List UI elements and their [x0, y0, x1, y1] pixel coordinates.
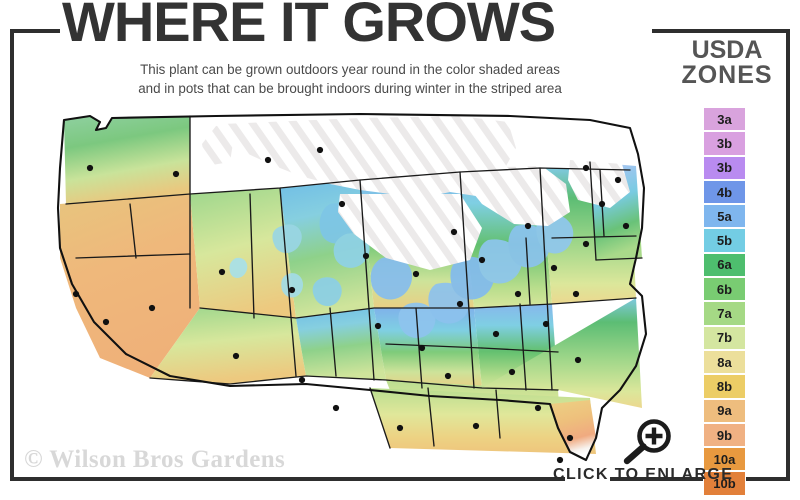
legend-swatch-10b-15[interactable]: 10b: [703, 471, 746, 496]
legend-heading-line-1: USDA: [691, 36, 763, 64]
map-striped-region: [202, 116, 630, 270]
legend-heading: USDA ZONES: [668, 38, 786, 87]
page-title: WHERE IT GROWS: [62, 0, 556, 53]
legend-swatch-5b-5[interactable]: 5b: [703, 228, 746, 253]
legend-swatch-10a-14[interactable]: 10a: [703, 447, 746, 472]
legend-swatch-9b-13[interactable]: 9b: [703, 422, 746, 448]
frame-left-segment: [10, 29, 14, 481]
watermark: © Wilson Bros Gardens: [24, 446, 286, 473]
frame-top-left-segment: [10, 29, 60, 33]
legend-swatch-3a-0[interactable]: 3a: [703, 107, 746, 132]
frame-right-segment: [786, 29, 790, 481]
usda-hardiness-map: [30, 108, 660, 468]
legend-swatch-4b-3[interactable]: 4b: [703, 179, 746, 205]
frame-bottom-segment: [10, 477, 565, 481]
legend-swatch-7a-8[interactable]: 7a: [703, 301, 746, 326]
frame-top-right-segment: [652, 29, 790, 33]
subtitle-line-2: and in pots that can be brought indoors …: [138, 81, 562, 97]
legend-swatch-7b-9[interactable]: 7b: [703, 325, 746, 350]
subtitle: This plant can be grown outdoors year ro…: [55, 60, 645, 99]
legend-swatch-5a-4[interactable]: 5a: [703, 204, 746, 229]
legend-heading-line-2: ZONES: [681, 60, 773, 89]
usda-zone-legend: 3a 3b 3b 4b 5a 5b 6a 6b 7a 7b 8a 8b 9a 9b 10a 10b: [703, 107, 746, 496]
legend-swatch-6a-6[interactable]: 6a: [703, 252, 746, 278]
subtitle-line-1: This plant can be grown outdoors year ro…: [140, 62, 560, 77]
click-to-enlarge-label: CLICK TO ENLARGE: [553, 466, 734, 483]
legend-swatch-3b-2[interactable]: 3b: [703, 155, 746, 180]
legend-swatch-8a-10[interactable]: 8a: [703, 349, 746, 375]
legend-swatch-9a-12[interactable]: 9a: [703, 398, 746, 423]
frame-bottom-right-segment: [610, 477, 790, 481]
map-cold-zone-detail: [229, 203, 574, 338]
legend-swatch-6b-7[interactable]: 6b: [703, 277, 746, 302]
map-country-outline: [56, 112, 648, 462]
legend-swatch-8b-11[interactable]: 8b: [703, 374, 746, 399]
magnifier-plus-icon[interactable]: [620, 418, 676, 466]
map-city-dots: [72, 146, 630, 464]
legend-swatch-3b-1[interactable]: 3b: [703, 131, 746, 156]
